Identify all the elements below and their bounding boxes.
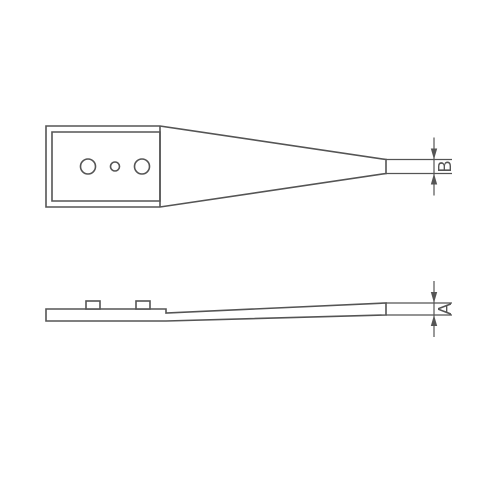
hole-right: [135, 159, 150, 174]
dim-A-label: A: [435, 303, 455, 315]
hole-center: [111, 162, 120, 171]
dimensions: BA: [386, 138, 455, 338]
dim-B-arrow-top: [431, 149, 437, 160]
dim-B-arrow-bottom: [431, 174, 437, 185]
hole-left: [81, 159, 96, 174]
top-view-outline: [46, 126, 386, 207]
dim-B-label: B: [435, 160, 455, 172]
top-view: [46, 126, 386, 207]
side-view-peg-2: [136, 301, 150, 309]
dim-A-arrow-bottom: [431, 315, 437, 326]
dim-A-arrow-top: [431, 292, 437, 303]
side-view-peg-1: [86, 301, 100, 309]
side-view: [46, 301, 386, 321]
technical-drawing: BA: [0, 0, 500, 500]
